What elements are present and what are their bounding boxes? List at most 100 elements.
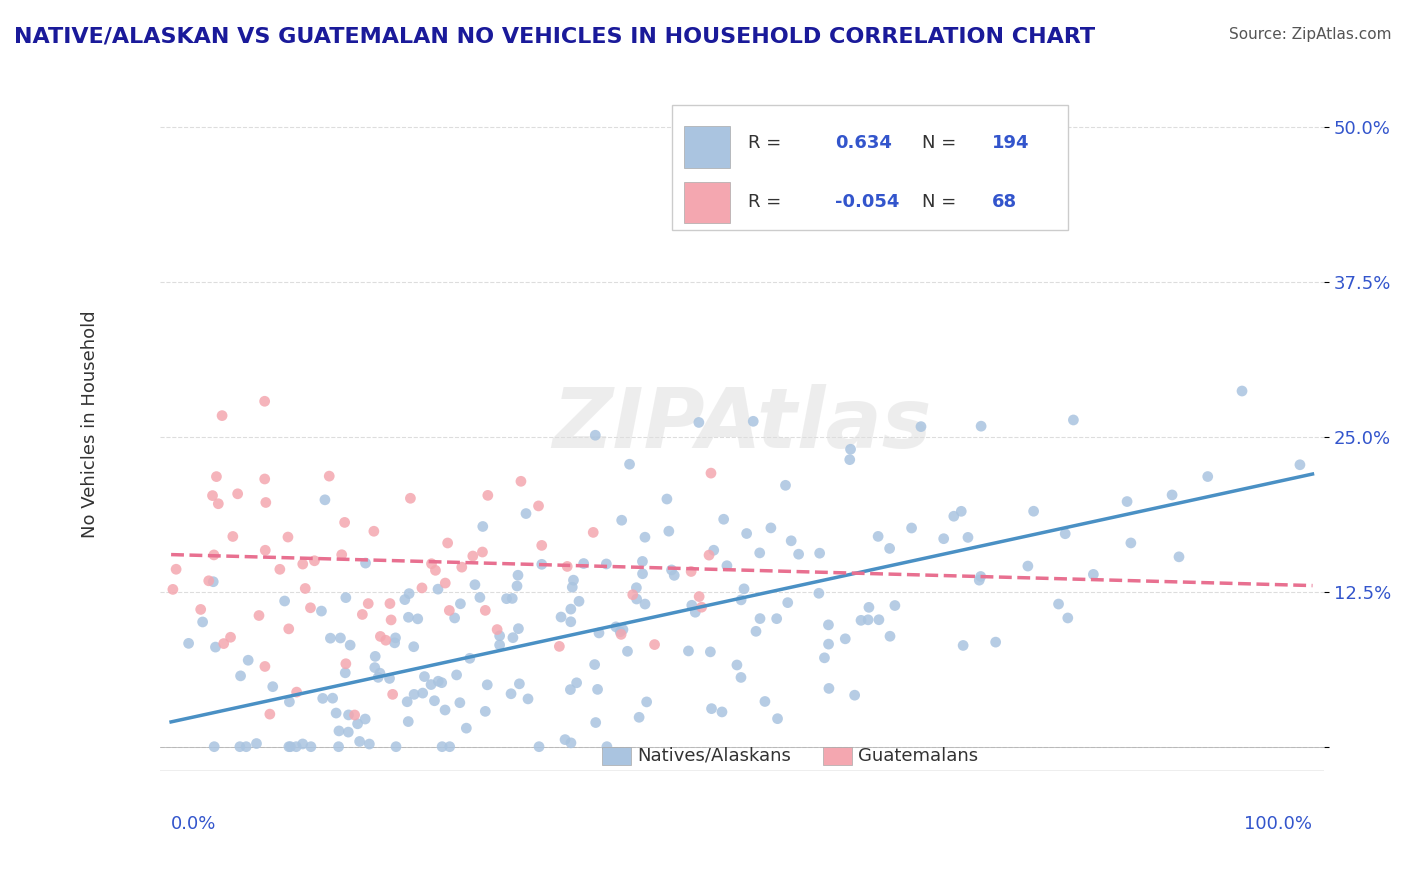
Guatemalans — [299, 600, 322, 615]
Text: Natives/Alaskans: Natives/Alaskans — [637, 747, 792, 764]
Natives/Alaskans — [311, 604, 333, 618]
Natives/Alaskans — [488, 638, 510, 652]
Natives/Alaskans — [856, 613, 879, 627]
Natives/Alaskans — [834, 632, 856, 646]
Text: 194: 194 — [993, 135, 1029, 153]
Guatemalans — [343, 708, 366, 723]
Natives/Alaskans — [735, 526, 758, 541]
Natives/Alaskans — [420, 677, 443, 691]
Natives/Alaskans — [688, 416, 710, 430]
Natives/Alaskans — [238, 653, 260, 667]
Natives/Alaskans — [560, 602, 582, 616]
Natives/Alaskans — [499, 687, 522, 701]
Bar — [683, 182, 730, 223]
Natives/Alaskans — [583, 657, 606, 672]
Guatemalans — [610, 627, 633, 641]
Natives/Alaskans — [430, 675, 453, 690]
Guatemalans — [219, 630, 242, 644]
Guatemalans — [688, 590, 710, 604]
Natives/Alaskans — [626, 581, 648, 595]
Natives/Alaskans — [384, 636, 406, 650]
Natives/Alaskans — [427, 582, 450, 596]
Guatemalans — [201, 489, 224, 503]
Natives/Alaskans — [952, 639, 974, 653]
Natives/Alaskans — [681, 599, 703, 613]
Text: 68: 68 — [993, 194, 1017, 211]
Natives/Alaskans — [229, 739, 252, 754]
Natives/Alaskans — [202, 739, 225, 754]
Natives/Alaskans — [596, 739, 619, 754]
Guatemalans — [461, 549, 484, 563]
Guatemalans — [269, 562, 291, 576]
Natives/Alaskans — [280, 739, 302, 754]
Natives/Alaskans — [655, 491, 678, 506]
Natives/Alaskans — [839, 442, 862, 457]
Natives/Alaskans — [335, 591, 357, 605]
Natives/Alaskans — [628, 710, 651, 724]
Natives/Alaskans — [458, 651, 481, 665]
Natives/Alaskans — [488, 629, 510, 643]
Natives/Alaskans — [277, 739, 299, 754]
Natives/Alaskans — [1161, 488, 1184, 502]
Natives/Alaskans — [359, 737, 381, 751]
Natives/Alaskans — [364, 660, 387, 674]
Natives/Alaskans — [742, 414, 765, 428]
Natives/Alaskans — [354, 712, 377, 726]
Natives/Alaskans — [406, 612, 429, 626]
Guatemalans — [477, 488, 499, 502]
Guatemalans — [304, 554, 326, 568]
Natives/Alaskans — [506, 579, 529, 593]
Guatemalans — [253, 472, 276, 486]
Natives/Alaskans — [412, 686, 434, 700]
Guatemalans — [374, 633, 396, 648]
Natives/Alaskans — [402, 640, 425, 654]
Guatemalans — [548, 640, 571, 654]
Natives/Alaskans — [818, 681, 841, 696]
Natives/Alaskans — [314, 492, 336, 507]
Natives/Alaskans — [328, 739, 350, 754]
Natives/Alaskans — [766, 712, 789, 726]
Guatemalans — [277, 622, 299, 636]
Natives/Alaskans — [678, 644, 700, 658]
Natives/Alaskans — [367, 670, 389, 684]
Natives/Alaskans — [561, 580, 583, 594]
Natives/Alaskans — [838, 452, 860, 467]
Natives/Alaskans — [807, 586, 830, 600]
Text: 100.0%: 100.0% — [1244, 815, 1312, 833]
Natives/Alaskans — [725, 658, 748, 673]
Natives/Alaskans — [626, 592, 648, 607]
Natives/Alaskans — [1083, 567, 1105, 582]
Natives/Alaskans — [636, 695, 658, 709]
Natives/Alaskans — [970, 419, 993, 434]
Natives/Alaskans — [900, 521, 922, 535]
Guatemalans — [335, 657, 357, 671]
Natives/Alaskans — [605, 620, 627, 634]
Guatemalans — [381, 687, 404, 701]
Natives/Alaskans — [844, 688, 866, 702]
Natives/Alaskans — [506, 568, 529, 582]
Natives/Alaskans — [328, 723, 350, 738]
Natives/Alaskans — [204, 640, 226, 654]
Natives/Alaskans — [229, 669, 252, 683]
Natives/Alaskans — [378, 672, 401, 686]
Natives/Alaskans — [585, 715, 607, 730]
Natives/Alaskans — [385, 739, 408, 754]
Natives/Alaskans — [780, 533, 803, 548]
Guatemalans — [207, 497, 229, 511]
Natives/Alaskans — [1168, 549, 1191, 564]
Natives/Alaskans — [502, 631, 524, 645]
Guatemalans — [411, 581, 433, 595]
Natives/Alaskans — [588, 626, 610, 640]
Bar — [824, 747, 852, 764]
Guatemalans — [254, 495, 277, 509]
Guatemalans — [530, 538, 553, 552]
Natives/Alaskans — [262, 680, 284, 694]
Natives/Alaskans — [515, 507, 537, 521]
Natives/Alaskans — [1197, 469, 1219, 483]
Natives/Alaskans — [1062, 413, 1084, 427]
Natives/Alaskans — [337, 725, 360, 739]
Natives/Alaskans — [235, 739, 257, 754]
Natives/Alaskans — [346, 716, 368, 731]
Guatemalans — [399, 491, 422, 506]
Natives/Alaskans — [554, 732, 576, 747]
